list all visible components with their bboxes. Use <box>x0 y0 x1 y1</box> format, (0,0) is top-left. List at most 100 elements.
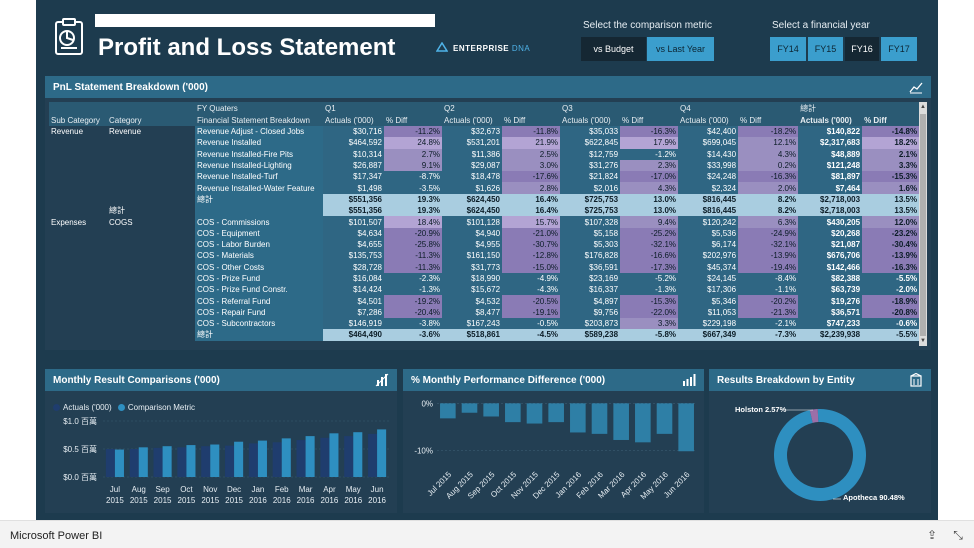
table-row[interactable]: Revenue Installed-Water Feature $1,498 -3.… <box>49 182 920 194</box>
pnl-table-header: PnL Statement Breakdown ('000) <box>45 76 931 98</box>
vs-budget-button[interactable]: vs Budget <box>581 37 646 61</box>
cell-actuals: $6,174 <box>678 238 739 251</box>
table-row[interactable]: COS - Referral Fund $4,501 -19.2% $4,532 -20… <box>49 295 920 307</box>
x-tick-label: Jan <box>251 485 264 494</box>
perf-diff-bar <box>440 403 456 419</box>
header-q2[interactable]: Q2 <box>442 102 561 114</box>
header-actuals[interactable]: Actuals ('000) <box>678 114 739 126</box>
exit-fullscreen-icon[interactable]: ⤡ <box>953 528 963 542</box>
table-row[interactable]: COS - Materials $135,753 -11.3% $161,150 -12… <box>49 250 920 262</box>
fy15-button[interactable]: FY15 <box>808 37 843 61</box>
header-diff[interactable]: % Diff <box>738 114 799 126</box>
header-actuals[interactable]: Actuals ('000) <box>323 114 384 126</box>
label-apotheca: Apotheca 90.48% <box>843 493 905 502</box>
table-row[interactable]: COS - Subcontractors $146,919 -3.8% $167,24… <box>49 318 920 330</box>
monthly-comparison-header: Monthly Result Comparisons ('000) <box>45 369 397 391</box>
cell-sub-category <box>49 182 107 193</box>
header-q1[interactable]: Q1 <box>323 102 443 114</box>
header-category[interactable]: Category <box>107 114 195 126</box>
table-row[interactable]: COS - Prize Fund Constr. $14,424 -1.3% $15,… <box>49 284 920 296</box>
cell-actuals: $24,248 <box>678 171 739 183</box>
table-total-row[interactable]: 總計 $551,356 19.3% $624,450 16.4% $725,753 13.0… <box>49 205 920 217</box>
header-diff[interactable]: % Diff <box>384 114 443 126</box>
bar-chart-icon[interactable] <box>375 373 389 387</box>
header-q4[interactable]: Q4 <box>678 102 799 114</box>
cell-actuals: $430,205 <box>798 216 863 228</box>
line-chart-icon[interactable] <box>909 80 923 94</box>
entity-donut-chart[interactable]: Holston 2.57% Apotheca 90.48% <box>709 391 931 513</box>
header-diff[interactable]: % Diff <box>862 114 920 126</box>
cell-actuals: $4,655 <box>323 238 384 251</box>
cell-sub-category <box>49 160 107 171</box>
table-row[interactable]: COS - Other Costs $28,728 -11.3% $31,773 -15… <box>49 261 920 273</box>
fy16-button[interactable]: FY16 <box>845 37 879 61</box>
cell-actuals: $5,536 <box>678 227 739 239</box>
table-total-row[interactable]: 總計 $551,356 19.3% $624,450 16.4% $725,753 13.0… <box>49 193 920 206</box>
cell-diff: -13.9% <box>738 250 799 262</box>
table-row[interactable]: Revenue Revenue Revenue Adjust - Closed Jo… <box>49 126 920 138</box>
building-icon[interactable] <box>909 373 923 387</box>
header-actuals[interactable]: Actuals ('000) <box>798 114 863 126</box>
table-row[interactable]: Expenses COGS COS - Commissions $101,507 18.… <box>49 216 920 228</box>
x-tick-label: Apr <box>323 485 336 494</box>
x-tick-label: Nov <box>203 485 217 494</box>
legend-comparison[interactable]: Comparison Metric <box>127 403 196 412</box>
header-q3[interactable]: Q3 <box>560 102 679 114</box>
cell-fs-breakdown: Revenue Adjust - Closed Jobs <box>195 126 323 138</box>
cell-actuals: $7,464 <box>798 182 863 194</box>
comparison-bar <box>162 446 172 477</box>
header-sub-category[interactable]: Sub Category <box>49 114 107 126</box>
cell-actuals: $2,239,938 <box>798 329 863 341</box>
cell-diff: -5.8% <box>620 329 679 341</box>
table-total-row[interactable]: 總計 $464,490 -3.6% $518,861 -4.5% $589,238 -5.8… <box>49 329 920 341</box>
table-row[interactable]: Revenue Installed-Turf $17,347 -8.7% $18,47… <box>49 171 920 183</box>
x-tick-label: 2015 <box>225 496 243 505</box>
x-tick-label: Mar <box>299 485 313 494</box>
perf-diff-bar <box>678 403 694 452</box>
table-row[interactable]: Revenue Installed-Fire Pits $10,314 2.7% $1… <box>49 148 920 160</box>
header-actuals[interactable]: Actuals ('000) <box>442 114 503 126</box>
table-row[interactable]: COS - Repair Fund $7,286 -20.4% $8,477 -19.1… <box>49 306 920 319</box>
monthly-comparison-chart[interactable]: $0.0 百萬 $0.5 百萬 $1.0 百萬 Jul 2015 Aug 2015 Sep 20… <box>45 413 397 511</box>
fy14-button[interactable]: FY14 <box>770 37 806 61</box>
table-row[interactable]: COS - Labor Burden $4,655 -25.8% $4,955 -30.… <box>49 238 920 251</box>
comparison-bar <box>329 433 339 477</box>
cell-actuals: $21,824 <box>560 171 621 183</box>
cell-diff: 8.2% <box>738 205 799 217</box>
table-row[interactable]: Revenue Installed-Lighting $26,887 9.1% $29… <box>49 159 920 172</box>
header-diff[interactable]: % Diff <box>620 114 679 126</box>
y-tick-label: 0% <box>421 399 433 408</box>
header-total[interactable]: 總計 <box>798 102 920 114</box>
legend-actuals-dot <box>53 404 60 411</box>
cell-diff: -20.4% <box>384 306 443 319</box>
table-row[interactable]: COS - Prize Fund $16,084 -2.3% $18,990 -4.9%… <box>49 272 920 285</box>
table-scroll-thumb[interactable] <box>920 114 926 336</box>
header-fs-breakdown[interactable]: Financial Statement Breakdown <box>195 114 323 126</box>
header-diff[interactable]: % Diff <box>502 114 561 126</box>
table-row[interactable]: COS - Equipment $4,634 -20.9% $4,940 -21.0% $… <box>49 227 920 239</box>
share-icon[interactable]: ⇪ <box>926 528 938 542</box>
cell-diff: -3.8% <box>384 318 443 330</box>
brand-name: ENTERPRISE <box>453 44 510 53</box>
fy17-button[interactable]: FY17 <box>881 37 917 61</box>
header-fy-quarters[interactable]: FY Quaters <box>195 102 323 114</box>
cell-actuals: $176,828 <box>560 250 621 262</box>
page-title: Profit and Loss Statement <box>98 34 396 61</box>
entity-breakdown-header: Results Breakdown by Entity <box>709 369 931 391</box>
cell-actuals: $15,672 <box>442 284 503 296</box>
x-tick-label: Jul <box>110 485 120 494</box>
cell-diff: -2.1% <box>738 318 799 330</box>
cell-actuals: $26,887 <box>323 159 384 172</box>
header-actuals[interactable]: Actuals ('000) <box>560 114 621 126</box>
scroll-down-icon[interactable]: ▼ <box>920 338 926 344</box>
table-row[interactable]: Revenue Installed $464,592 24.8% $531,201 21… <box>49 137 920 149</box>
table-scrollbar[interactable]: ▲ ▼ <box>919 102 927 346</box>
cell-actuals: $676,706 <box>798 250 863 262</box>
scroll-up-icon[interactable]: ▲ <box>920 104 926 110</box>
cell-diff: -11.3% <box>384 261 443 273</box>
legend-actuals[interactable]: Actuals ('000) <box>63 403 112 412</box>
vs-last-year-button[interactable]: vs Last Year <box>647 37 714 61</box>
cell-actuals: $146,919 <box>323 318 384 330</box>
column-chart-icon[interactable] <box>682 373 696 387</box>
